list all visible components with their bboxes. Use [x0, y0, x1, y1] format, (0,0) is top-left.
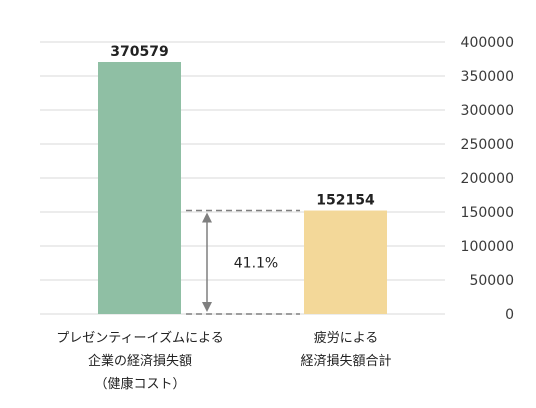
y-tick-label: 200000 [461, 171, 514, 187]
arrow-head-down [202, 302, 212, 312]
bar [304, 210, 387, 314]
bar [98, 62, 181, 314]
y-tick-label: 400000 [461, 35, 514, 51]
y-tick-label: 250000 [461, 137, 514, 153]
category-label: 疲労による [314, 330, 379, 346]
arrow-head-up [202, 212, 212, 223]
y-axis-tick-labels: 0 50000 100000 150000 200000 250000 300000 3500… [461, 35, 514, 323]
category-label: プレゼンティーイズムによる [56, 330, 223, 346]
y-tick-label: 350000 [461, 69, 514, 85]
annotation-label: 41.1% [234, 255, 278, 271]
value-labels: 370579 152154 [110, 44, 375, 209]
difference-annotation: 41.1% [186, 209, 300, 315]
category-label: 経済損失額合計 [300, 353, 391, 369]
value-label: 370579 [110, 44, 168, 60]
y-tick-label: 100000 [461, 239, 514, 255]
y-tick-label: 50000 [469, 273, 514, 289]
y-tick-label: 0 [505, 307, 514, 323]
category-label: （健康コスト） [94, 376, 185, 392]
value-label: 152154 [316, 193, 375, 209]
y-tick-label: 300000 [461, 103, 514, 119]
y-tick-label: 150000 [461, 205, 514, 221]
category-label: 企業の経済損失額 [88, 353, 192, 369]
bars [98, 62, 387, 314]
